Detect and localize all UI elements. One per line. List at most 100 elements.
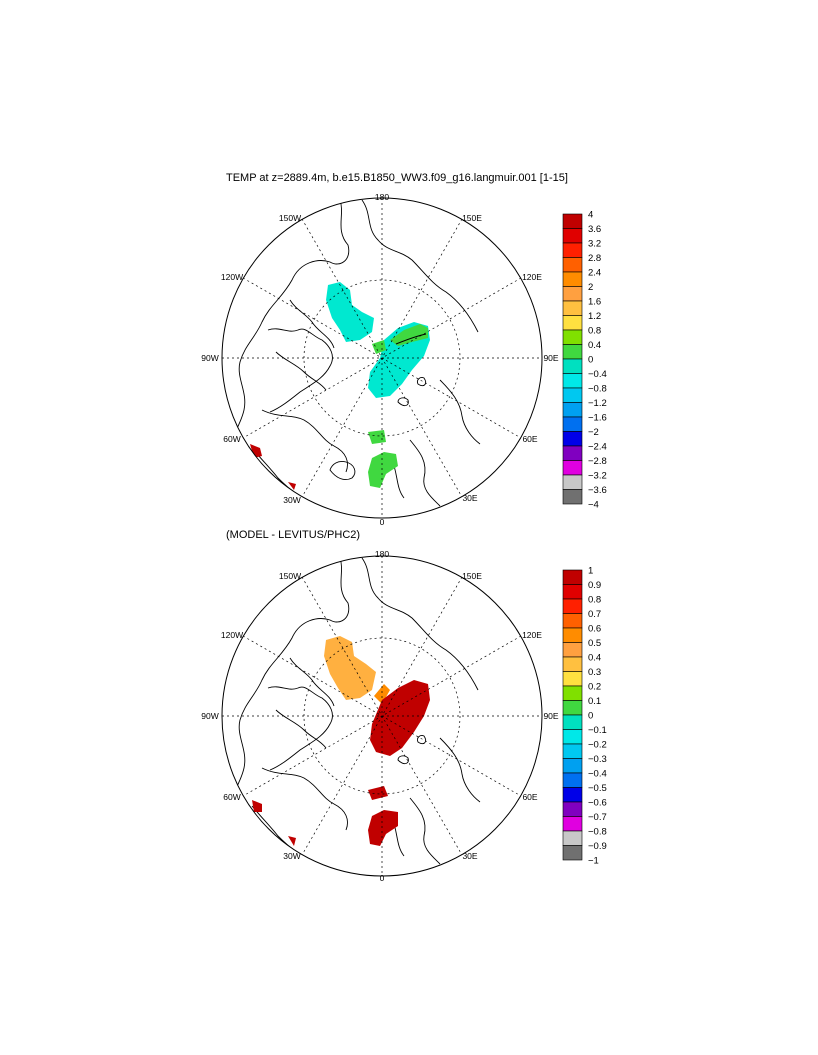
bottom-colorbar: 1 0.9 0.8 0.7 0.6 0.5 0.4 0.3 0.2 0.1 0 −0.1 −0.2 −0.… bbox=[562, 566, 607, 867]
top-colorbar-swatch bbox=[562, 431, 583, 447]
top-contour-line bbox=[395, 333, 427, 345]
top-polar-map: 180 150E 120E 90E 60E 30E 0 30W 60W 90W … bbox=[201, 192, 607, 527]
bottom-colorbar-label: 0.9 bbox=[588, 580, 601, 591]
top-colorbar-label: 3.2 bbox=[588, 239, 601, 250]
top-region-green-ridge bbox=[390, 324, 428, 346]
top-colorbar-swatch bbox=[562, 257, 583, 273]
bottom-coastlines bbox=[225, 557, 481, 865]
top-colorbar-swatch bbox=[562, 315, 583, 331]
top-lon-30W: 30W bbox=[283, 495, 300, 505]
bottom-colorbar-label: −1 bbox=[588, 856, 599, 867]
bottom-colorbar-swatch bbox=[562, 758, 583, 774]
bottom-lon-120W: 120W bbox=[221, 630, 243, 640]
bottom-colorbar-label: −0.8 bbox=[588, 827, 607, 838]
top-panel-title: TEMP at z=2889.4m, b.e15.B1850_WW3.f09_g… bbox=[226, 172, 568, 184]
top-colorbar-label: 2.4 bbox=[588, 268, 601, 279]
bottom-colorbar-swatch bbox=[562, 845, 583, 861]
bottom-lon-30E: 30E bbox=[462, 851, 477, 861]
bottom-colorbar-swatch bbox=[562, 642, 583, 658]
top-colorbar-label: 3.6 bbox=[588, 224, 601, 235]
bottom-lon-30W: 30W bbox=[283, 851, 300, 861]
bottom-colorbar-swatch bbox=[562, 772, 583, 788]
bottom-polar-map: 180 150E 120E 90E 60E 30E 0 30W 60W 90W … bbox=[201, 549, 607, 883]
top-colorbar-label: −0.8 bbox=[588, 384, 607, 395]
top-map-border bbox=[221, 197, 543, 519]
top-colorbar-label: 4 bbox=[588, 210, 593, 221]
bottom-colorbar-label: 0.7 bbox=[588, 609, 601, 620]
bottom-region-orange-beaufort bbox=[324, 636, 376, 700]
bottom-region-red-labrador bbox=[252, 800, 262, 812]
top-colorbar-label: 1.6 bbox=[588, 297, 601, 308]
top-colorbar-swatch bbox=[562, 474, 583, 490]
bottom-lon-0: 0 bbox=[380, 873, 385, 883]
top-colorbar-swatch bbox=[562, 416, 583, 432]
top-lon-120W: 120W bbox=[221, 272, 243, 282]
bottom-colorbar-label: 0.6 bbox=[588, 624, 601, 635]
bottom-lon-120E: 120E bbox=[522, 630, 542, 640]
bottom-colorbar-label: 0.5 bbox=[588, 638, 601, 649]
top-colorbar-swatch bbox=[562, 489, 583, 505]
top-lon-90E: 90E bbox=[543, 353, 558, 363]
bottom-colorbar-label: 0.4 bbox=[588, 653, 601, 664]
bottom-colorbar-label: −0.5 bbox=[588, 783, 607, 794]
bottom-panel-title: (MODEL - LEVITUS/PHC2) bbox=[226, 529, 361, 541]
bottom-colorbar-label: 0 bbox=[588, 711, 593, 722]
bottom-lon-150E: 150E bbox=[462, 571, 482, 581]
top-region-green-nordic bbox=[368, 452, 398, 488]
bottom-colorbar-swatch bbox=[562, 787, 583, 803]
bottom-colorbar-swatch bbox=[562, 801, 583, 817]
top-region-red-small bbox=[288, 482, 296, 490]
bottom-lon-150W: 150W bbox=[279, 571, 301, 581]
top-lon-150W: 150W bbox=[279, 213, 301, 223]
top-colorbar-label: 1.2 bbox=[588, 311, 601, 322]
top-colorbar-swatch bbox=[562, 329, 583, 345]
bottom-colorbar-swatch bbox=[562, 656, 583, 672]
bottom-colorbar-label: −0.1 bbox=[588, 725, 607, 736]
top-lon-60W: 60W bbox=[223, 434, 240, 444]
top-lon-labels: 180 150E 120E 90E 60E 30E 0 30W 60W 90W … bbox=[201, 192, 559, 527]
bottom-lon-90W: 90W bbox=[201, 711, 218, 721]
bottom-colorbar-label: −0.4 bbox=[588, 769, 607, 780]
top-colorbar-swatch bbox=[562, 271, 583, 287]
top-colorbar-label: −1.2 bbox=[588, 398, 607, 409]
bottom-colorbar-label: 0.3 bbox=[588, 667, 601, 678]
top-region-cyan-beaufort bbox=[326, 282, 374, 342]
top-colorbar-label: 0.8 bbox=[588, 326, 601, 337]
bottom-colorbar-label: 0.2 bbox=[588, 682, 601, 693]
bottom-colorbar-swatch bbox=[562, 816, 583, 832]
bottom-colorbar-swatch bbox=[562, 598, 583, 614]
bottom-data-layer bbox=[222, 556, 542, 876]
top-colorbar-swatch bbox=[562, 387, 583, 403]
bottom-lon-labels: 180 150E 120E 90E 60E 30E 0 30W 60W 90W … bbox=[201, 549, 559, 883]
top-colorbar-swatch bbox=[562, 373, 583, 389]
bottom-colorbar-swatch bbox=[562, 685, 583, 701]
bottom-colorbar-label: −0.2 bbox=[588, 740, 607, 751]
bottom-map-border bbox=[221, 555, 543, 877]
bottom-lon-180: 180 bbox=[375, 549, 389, 559]
bottom-colorbar-swatch bbox=[562, 627, 583, 643]
bottom-colorbar-swatch bbox=[562, 830, 583, 846]
bottom-colorbar-label: 1 bbox=[588, 566, 593, 577]
top-lon-60E: 60E bbox=[522, 434, 537, 444]
top-colorbar-label: 2.8 bbox=[588, 253, 601, 264]
top-coastlines bbox=[225, 199, 481, 507]
top-colorbar-label: −1.6 bbox=[588, 413, 607, 424]
top-colorbar-swatch bbox=[562, 402, 583, 418]
top-lon-0: 0 bbox=[380, 517, 385, 527]
top-colorbar-label: −2 bbox=[588, 427, 599, 438]
bottom-colorbar-swatch bbox=[562, 584, 583, 600]
top-colorbar-label: −3.2 bbox=[588, 471, 607, 482]
bottom-colorbar-swatch bbox=[562, 700, 583, 716]
top-colorbar-swatch bbox=[562, 213, 583, 229]
top-graticule bbox=[222, 198, 542, 518]
bottom-graticule bbox=[222, 556, 542, 876]
top-colorbar-label: 0 bbox=[588, 355, 593, 366]
top-lon-150E: 150E bbox=[462, 213, 482, 223]
bottom-colorbar-label: 0.1 bbox=[588, 696, 601, 707]
bottom-region-red-small bbox=[288, 836, 296, 846]
top-lon-30E: 30E bbox=[462, 493, 477, 503]
bottom-lon-60W: 60W bbox=[223, 792, 240, 802]
top-colorbar-label: 2 bbox=[588, 282, 593, 293]
top-colorbar: 4 3.6 3.2 2.8 2.4 2 1.6 1.2 0.8 0.4 0 −0.4 −0.8 −1.2 −… bbox=[562, 210, 607, 511]
